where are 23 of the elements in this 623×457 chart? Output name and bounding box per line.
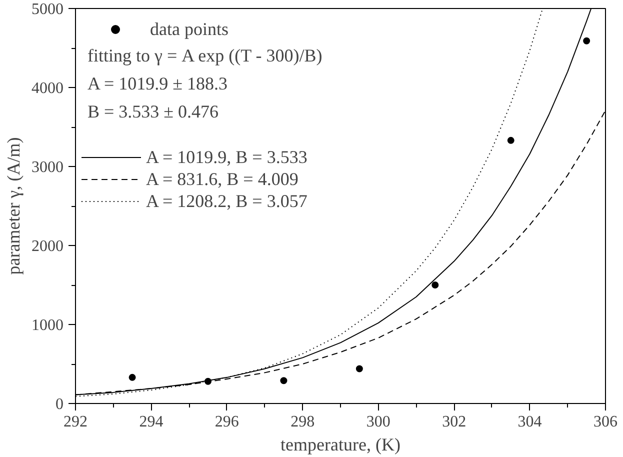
annotation: B = 3.533 ± 0.476: [88, 102, 219, 122]
y-tick-label: 2000: [32, 238, 64, 255]
legend-label: A = 831.6, B = 4.009: [146, 168, 298, 190]
x-tick-label: 306: [594, 414, 618, 430]
x-tick-label: 296: [214, 414, 239, 430]
x-tick-label: 300: [366, 414, 390, 430]
y-tick-label: 0: [56, 396, 64, 413]
legend-label: data points: [150, 18, 228, 40]
legend-label: A = 1019.9, B = 3.533: [146, 146, 308, 168]
x-tick-label: 292: [64, 414, 88, 430]
y-axis-title: parameter γ, (A/m): [4, 137, 24, 275]
x-tick-label: 302: [442, 414, 466, 430]
y-tick-label: 4000: [32, 80, 64, 97]
y-tick-label: 3000: [32, 159, 64, 176]
y-tick-label: 5000: [32, 1, 64, 18]
annotation: A = 1019.9 ± 188.3: [88, 74, 228, 94]
x-tick-label: 294: [139, 414, 164, 430]
x-tick-label: 304: [518, 414, 542, 430]
x-axis-title: temperature, (K): [280, 434, 400, 454]
x-tick-label: 298: [290, 414, 315, 430]
annotation: fitting to γ = A exp ((T - 300)/B): [88, 46, 322, 66]
legend-label: A = 1208.2, B = 3.057: [146, 190, 308, 212]
y-tick-label: 1000: [32, 317, 64, 334]
